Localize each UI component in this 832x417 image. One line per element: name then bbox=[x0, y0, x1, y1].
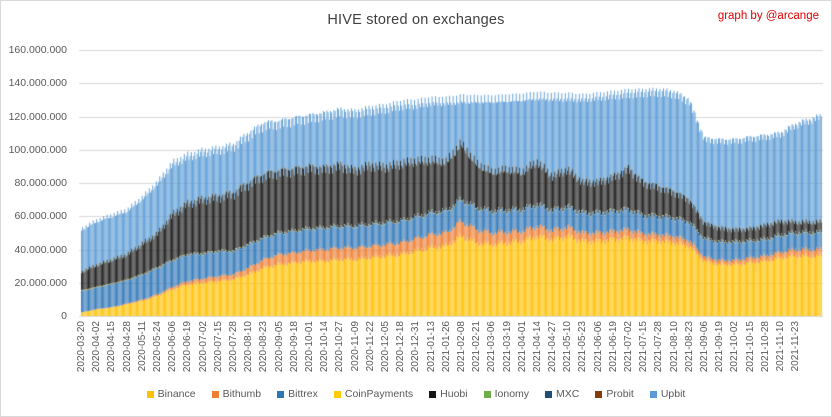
x-tick-label: 2020-09-18 bbox=[288, 321, 300, 373]
legend-label: Bittrex bbox=[288, 388, 318, 400]
x-tick-label: 2020-12-05 bbox=[379, 321, 391, 373]
legend-swatch-icon bbox=[277, 390, 285, 398]
x-tick-label: 2020-07-15 bbox=[212, 321, 224, 373]
x-tick-label: 2020-04-02 bbox=[91, 321, 103, 373]
x-tick-label: 2020-12-18 bbox=[395, 321, 407, 373]
y-tick-label: 160.000.000 bbox=[8, 44, 67, 56]
legend: Binance Bithumb Bittrex CoinPayments Huobi Io… bbox=[1, 388, 831, 400]
x-tick-label: 2020-06-19 bbox=[182, 321, 194, 373]
x-tick-label: 2021-06-06 bbox=[592, 321, 604, 373]
legend-item: Bittrex bbox=[277, 388, 318, 400]
x-tick-label: 2020-07-02 bbox=[197, 321, 209, 373]
y-tick-label: 100.000.000 bbox=[8, 143, 67, 156]
y-tick-label: 20.000.000 bbox=[14, 276, 67, 289]
legend-item: Probit bbox=[595, 388, 634, 400]
legend-item: Huobi bbox=[429, 388, 468, 400]
legend-item: MXC bbox=[545, 388, 579, 400]
x-tick-label: 2021-09-06 bbox=[699, 321, 711, 373]
x-tick-label: 2021-02-08 bbox=[455, 321, 467, 373]
y-tick-label: 140.000.000 bbox=[8, 77, 67, 90]
x-tick-label: 2021-07-28 bbox=[653, 321, 665, 373]
legend-label: CoinPayments bbox=[344, 388, 414, 400]
legend-label: MXC bbox=[556, 388, 580, 400]
legend-swatch-icon bbox=[333, 390, 341, 398]
x-tick-label: 2020-07-28 bbox=[228, 321, 240, 373]
x-tick-label: 2021-08-23 bbox=[683, 321, 695, 373]
legend-swatch-icon bbox=[483, 390, 491, 398]
x-tick-label: 2021-04-01 bbox=[516, 321, 528, 373]
legend-item: Binance bbox=[146, 388, 196, 400]
legend-swatch-icon bbox=[595, 390, 603, 398]
y-tick-label: 80.000.000 bbox=[14, 177, 67, 189]
x-tick-label: 2020-08-23 bbox=[258, 321, 270, 373]
x-tick-label: 2020-03-20 bbox=[76, 321, 88, 373]
x-tick-label: 2020-12-31 bbox=[410, 321, 422, 373]
legend-swatch-icon bbox=[649, 390, 657, 398]
legend-label: Bithumb bbox=[222, 388, 262, 400]
chart-title: HIVE stored on exchanges bbox=[327, 12, 505, 28]
x-tick-label: 2020-10-01 bbox=[303, 321, 315, 373]
x-tick-label: 2021-02-21 bbox=[471, 321, 483, 373]
x-tick-label: 2020-04-28 bbox=[121, 321, 133, 373]
x-tick-label: 2021-10-15 bbox=[744, 321, 756, 373]
legend-item: Ionomy bbox=[483, 388, 530, 400]
x-tick-label: 2021-09-19 bbox=[714, 321, 726, 373]
legend-swatch-icon bbox=[146, 390, 154, 398]
legend-label: Binance bbox=[157, 388, 196, 400]
x-tick-label: 2020-08-10 bbox=[243, 321, 255, 373]
x-tick-label: 2021-05-23 bbox=[577, 321, 589, 373]
legend-label: Upbit bbox=[660, 388, 686, 400]
x-tick-label: 2021-04-14 bbox=[531, 321, 543, 373]
x-tick-label: 2020-11-22 bbox=[364, 321, 376, 372]
x-tick-label: 2021-11-23 bbox=[790, 321, 802, 372]
legend-swatch-icon bbox=[545, 390, 553, 398]
x-tick-label: 2020-06-06 bbox=[167, 321, 179, 373]
x-tick-label: 2021-05-10 bbox=[562, 321, 574, 373]
legend-item: Upbit bbox=[649, 388, 686, 400]
legend-label: Huobi bbox=[440, 388, 468, 400]
x-tick-label: 2020-10-14 bbox=[319, 321, 331, 373]
chart-credit: graph by @arcange bbox=[717, 10, 819, 22]
x-tick-label: 2021-07-15 bbox=[638, 321, 650, 373]
x-tick-label: 2021-11-10 bbox=[775, 321, 786, 372]
x-tick-label: 2021-04-27 bbox=[547, 321, 559, 373]
x-tick-label: 2021-08-10 bbox=[668, 321, 680, 373]
legend-swatch-icon bbox=[211, 390, 219, 398]
y-tick-label: 0 bbox=[61, 310, 67, 322]
x-tick-label: 2020-10-27 bbox=[334, 321, 346, 373]
legend-swatch-icon bbox=[429, 390, 437, 398]
x-tick-label: 2021-07-02 bbox=[623, 321, 635, 373]
x-tick-label: 2020-05-11 bbox=[136, 321, 148, 372]
x-tick-label: 2021-03-19 bbox=[501, 321, 513, 373]
legend-item: Bithumb bbox=[211, 388, 262, 400]
y-tick-label: 60.000.000 bbox=[14, 210, 67, 223]
x-tick-label: 2020-05-24 bbox=[152, 321, 164, 373]
legend-label: Ionomy bbox=[494, 388, 530, 400]
y-tick-label: 40.000.000 bbox=[14, 243, 67, 256]
legend-item: CoinPayments bbox=[333, 388, 414, 400]
x-tick-label: 2021-01-26 bbox=[440, 321, 452, 373]
x-tick-label: 2021-03-06 bbox=[486, 321, 498, 373]
legend-label: Probit bbox=[606, 388, 634, 400]
x-tick-label: 2021-10-02 bbox=[729, 321, 741, 373]
x-tick-label: 2020-04-15 bbox=[106, 321, 118, 373]
x-tick-label: 2021-01-13 bbox=[425, 321, 437, 373]
x-tick-label: 2021-06-19 bbox=[607, 321, 619, 373]
x-tick-label: 2020-09-05 bbox=[273, 321, 285, 373]
x-tick-label: 2020-11-09 bbox=[349, 321, 361, 372]
y-tick-label: 120.000.000 bbox=[8, 110, 67, 123]
x-tick-label: 2021-10-28 bbox=[759, 321, 771, 373]
